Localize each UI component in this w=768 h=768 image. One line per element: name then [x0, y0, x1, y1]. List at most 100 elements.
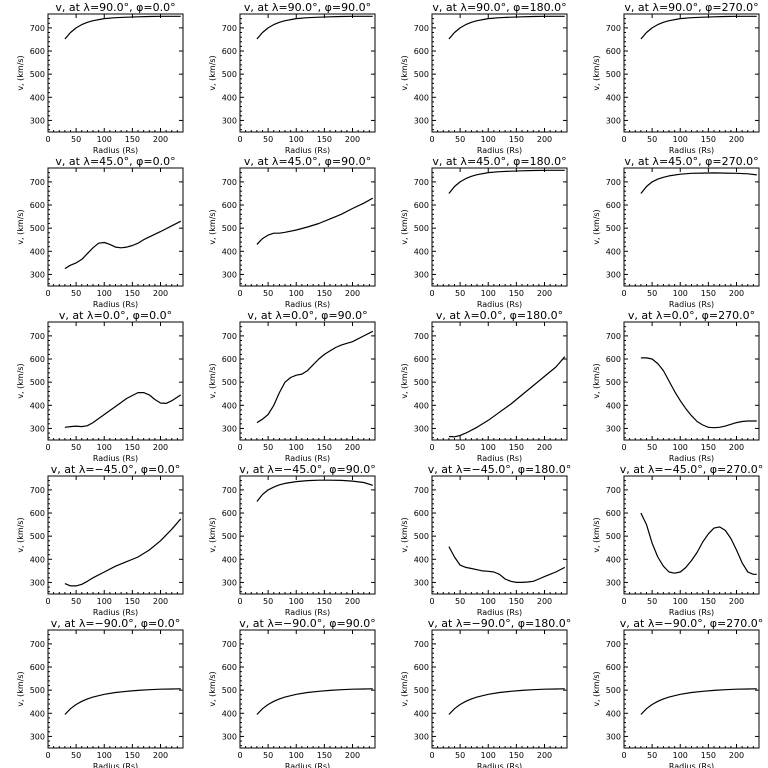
y-tick-label: 600 [606, 355, 621, 364]
series-line [448, 688, 565, 715]
x-tick-label: 0 [45, 443, 50, 452]
y-tick-label: 700 [414, 178, 429, 187]
chart-title: v, at λ=−90.0°, φ=180.0° [428, 617, 571, 630]
y-tick-label: 500 [414, 70, 429, 79]
x-axis-label: Radius (Rs) [669, 608, 714, 617]
y-tick-label: 300 [414, 732, 429, 741]
plot-frame [431, 13, 568, 133]
panel-0: v, at λ=90.0°, φ=0.0° 0 50 100 150 200 300 400 5… [16, 1, 184, 155]
y-tick-label: 400 [606, 401, 621, 410]
y-tick-label: 700 [30, 640, 45, 649]
y-tick-label: 300 [30, 116, 45, 125]
x-tick-label: 100 [289, 443, 304, 452]
panel-13: v, at λ=−45.0°, φ=90.0° 0 50 100 150 200 300 40… [208, 463, 376, 617]
y-tick-label: 700 [414, 640, 429, 649]
x-tick-label: 50 [647, 597, 657, 606]
plot-frame [239, 13, 376, 133]
x-axis-label: Radius (Rs) [93, 454, 138, 463]
x-tick-label: 100 [673, 597, 688, 606]
panel-16: v, at λ=−90.0°, φ=0.0° 0 50 100 150 200 300 400… [16, 617, 184, 768]
chart-title: v, at λ=45.0°, φ=0.0° [55, 155, 175, 168]
x-tick-label: 200 [729, 443, 744, 452]
x-tick-label: 50 [71, 597, 81, 606]
x-axis-label: Radius (Rs) [285, 454, 330, 463]
panel-19: v, at λ=−90.0°, φ=270.0° 0 50 100 150 200 300 4… [592, 617, 763, 768]
x-tick-label: 200 [537, 751, 552, 760]
y-tick-label: 600 [414, 509, 429, 518]
plot-frame [623, 13, 760, 133]
series-line [256, 330, 374, 424]
x-axis-label: Radius (Rs) [669, 146, 714, 155]
x-tick-label: 50 [71, 289, 81, 298]
chart-title: v, at λ=45.0°, φ=180.0° [432, 155, 566, 168]
chart-title: v, at λ=−45.0°, φ=180.0° [428, 463, 571, 476]
y-tick-label: 300 [30, 578, 45, 587]
y-tick-label: 300 [222, 732, 237, 741]
series-line [256, 15, 373, 40]
x-tick-label: 200 [153, 597, 168, 606]
y-tick-label: 600 [222, 355, 237, 364]
y-tick-label: 700 [606, 178, 621, 187]
y-tick-label: 700 [30, 178, 45, 187]
x-tick-label: 100 [673, 443, 688, 452]
x-axis-label: Radius (Rs) [93, 300, 138, 309]
plot-frame [47, 321, 184, 441]
y-tick-label: 700 [606, 486, 621, 495]
x-tick-label: 0 [45, 135, 50, 144]
panel-9: v, at λ=0.0°, φ=90.0° 0 50 100 150 200 300 400 5… [208, 309, 376, 463]
chart-title: v, at λ=−45.0°, φ=270.0° [620, 463, 763, 476]
panel-3: v, at λ=90.0°, φ=270.0° 0 50 100 150 200 300 40… [592, 1, 760, 155]
y-tick-label: 700 [606, 640, 621, 649]
y-tick-label: 400 [414, 247, 429, 256]
panel-15: v, at λ=−45.0°, φ=270.0° 0 50 100 150 200 300 4… [592, 463, 763, 617]
x-tick-label: 50 [647, 289, 657, 298]
x-tick-label: 50 [263, 751, 273, 760]
y-tick-label: 500 [606, 70, 621, 79]
x-tick-label: 50 [71, 443, 81, 452]
y-tick-label: 600 [606, 201, 621, 210]
y-tick-label: 400 [30, 555, 45, 564]
x-axis-label: Radius (Rs) [477, 300, 522, 309]
y-tick-label: 500 [222, 532, 237, 541]
y-tick-label: 300 [606, 732, 621, 741]
y-tick-label: 300 [414, 270, 429, 279]
chart-title: v, at λ=0.0°, φ=90.0° [247, 309, 367, 322]
chart-title: v, at λ=0.0°, φ=180.0° [436, 309, 563, 322]
y-tick-label: 600 [606, 47, 621, 56]
y-axis-label: v, (km/s) [16, 671, 25, 706]
series-line [64, 15, 181, 40]
y-tick-label: 500 [414, 686, 429, 695]
y-tick-label: 300 [222, 424, 237, 433]
y-tick-label: 700 [30, 486, 45, 495]
x-tick-label: 150 [317, 443, 332, 452]
y-tick-label: 300 [222, 116, 237, 125]
y-axis-label: v, (km/s) [400, 209, 409, 244]
series-line [64, 688, 181, 715]
y-tick-label: 600 [414, 355, 429, 364]
x-tick-label: 100 [673, 135, 688, 144]
panel-1: v, at λ=90.0°, φ=90.0° 0 50 100 150 200 300 400… [208, 1, 376, 155]
y-tick-label: 500 [30, 686, 45, 695]
y-axis-label: v, (km/s) [592, 209, 601, 244]
x-tick-label: 200 [345, 289, 360, 298]
y-tick-label: 700 [30, 24, 45, 33]
y-tick-label: 600 [30, 663, 45, 672]
y-tick-label: 300 [30, 732, 45, 741]
panel-6: v, at λ=45.0°, φ=180.0° 0 50 100 150 200 300 40… [400, 155, 568, 309]
plot-frame [239, 475, 376, 595]
x-tick-label: 100 [97, 289, 112, 298]
x-tick-label: 0 [237, 443, 242, 452]
y-tick-label: 500 [606, 686, 621, 695]
x-tick-label: 50 [647, 751, 657, 760]
chart-title: v, at λ=0.0°, φ=0.0° [59, 309, 172, 322]
y-tick-label: 400 [606, 555, 621, 564]
y-axis-label: v, (km/s) [400, 517, 409, 552]
y-tick-label: 700 [30, 332, 45, 341]
y-tick-label: 600 [222, 509, 237, 518]
y-tick-label: 600 [606, 509, 621, 518]
panel-11: v, at λ=0.0°, φ=270.0° 0 50 100 150 200 300 400… [592, 309, 760, 463]
chart-title: v, at λ=−90.0°, φ=270.0° [620, 617, 763, 630]
series-line [64, 392, 182, 428]
x-tick-label: 50 [71, 751, 81, 760]
y-tick-label: 500 [222, 686, 237, 695]
